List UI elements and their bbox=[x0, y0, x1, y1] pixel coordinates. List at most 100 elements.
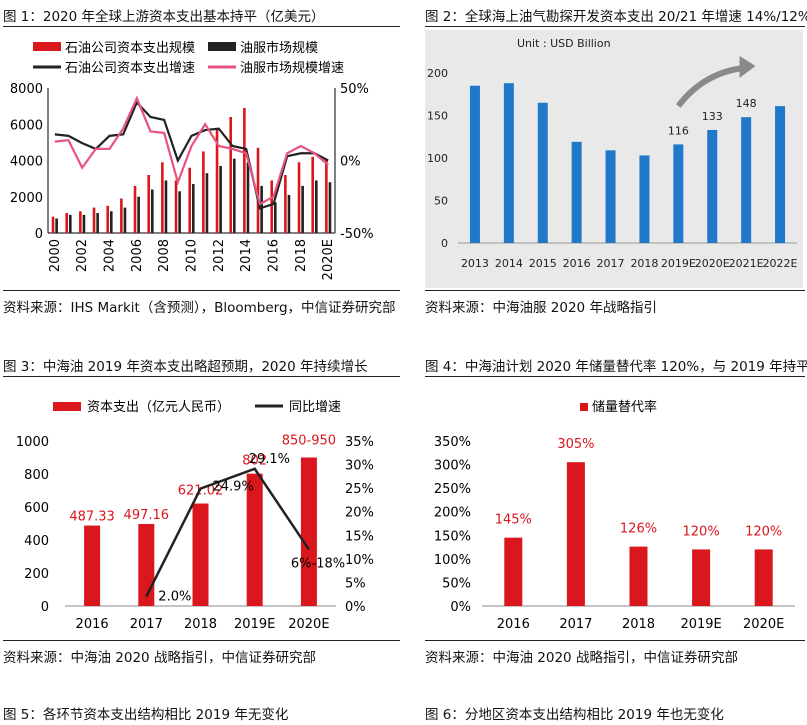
chart-4: 储量替代率 0% 50% 100% 150% 200% 250% 300% 350% 2016 14… bbox=[434, 399, 795, 632]
y-tick-label: 400 bbox=[24, 534, 49, 549]
y-tick-label: 0% bbox=[450, 600, 471, 615]
bar-oil-capex bbox=[92, 207, 96, 233]
y-tick-label: 8000 bbox=[10, 82, 43, 97]
bar-value-label: 850-950 bbox=[282, 434, 336, 449]
bar bbox=[246, 473, 263, 606]
bar-value-label: 487.33 bbox=[69, 510, 115, 525]
legend-swatch bbox=[580, 403, 588, 411]
bar bbox=[775, 106, 786, 244]
bar-oil-capex bbox=[284, 175, 287, 233]
x-tick-label: 2017 bbox=[559, 617, 592, 632]
growth-label: 29.1% bbox=[249, 452, 290, 467]
x-tick-label: 2018 bbox=[622, 617, 655, 632]
bar-oilfield-service bbox=[110, 211, 113, 233]
x-tick-label: 2019E bbox=[661, 257, 696, 270]
y-tick-label: 150% bbox=[434, 529, 471, 544]
figure-4-top-rule bbox=[425, 376, 805, 377]
y-tick-label: 100% bbox=[434, 553, 471, 568]
growth-label: 6%-18% bbox=[291, 556, 345, 571]
growth-label: 24.9% bbox=[213, 480, 254, 495]
bar-oilfield-service bbox=[192, 184, 195, 233]
bar-oil-capex bbox=[188, 167, 191, 233]
x-tick-label: 2008 bbox=[157, 239, 172, 272]
bar-oil-capex bbox=[51, 216, 55, 233]
unit-label: Unit : USD Billion bbox=[517, 37, 611, 50]
figure-1-source: 资料来源：IHS Markit（含预测），Bloomberg，中信证券研究部 bbox=[3, 300, 396, 316]
legend-label: 石油公司资本支出规模 bbox=[65, 41, 195, 56]
y-tick-label: 800 bbox=[24, 468, 49, 483]
x-tick-label: 2004 bbox=[103, 239, 118, 272]
x-tick-label: 2022E bbox=[763, 257, 798, 270]
bar-oilfield-service bbox=[137, 196, 140, 233]
bar-oil-capex bbox=[106, 205, 109, 233]
bar-oilfield-service bbox=[178, 191, 181, 233]
data-label: 148 bbox=[736, 97, 757, 110]
y-tick-label: 600 bbox=[24, 501, 49, 516]
bar bbox=[707, 129, 718, 243]
y-tick-label: 1000 bbox=[16, 435, 49, 450]
line-growth bbox=[145, 467, 310, 598]
bar-oilfield-service bbox=[219, 165, 222, 233]
bar-oil-capex bbox=[120, 198, 123, 233]
bar-oilfield-service bbox=[55, 218, 58, 233]
legend-label: 油服市场规模 bbox=[240, 40, 318, 56]
bar-oil-capex bbox=[174, 180, 178, 233]
y-tick-label: 50% bbox=[442, 576, 471, 591]
bar bbox=[673, 144, 684, 243]
y-tick-label: 200 bbox=[24, 567, 49, 582]
bar-oilfield-service bbox=[123, 207, 127, 233]
x-tick-label: 2017 bbox=[597, 257, 625, 270]
legend-label: 油服市场规模增速 bbox=[240, 60, 344, 76]
x-tick-label: 2016 bbox=[76, 617, 109, 632]
y-tick-label: 50 bbox=[434, 195, 448, 208]
x-tick-label: 2018 bbox=[184, 617, 217, 632]
bar-oil-capex bbox=[161, 162, 164, 233]
bar-oil-capex bbox=[243, 107, 246, 233]
y-right-tick-label: 30% bbox=[345, 459, 374, 474]
x-tick-label: 2019E bbox=[680, 617, 721, 632]
figure-2-top-rule bbox=[425, 26, 805, 27]
x-tick-label: 2020E bbox=[695, 257, 730, 270]
bar-oilfield-service bbox=[164, 180, 168, 233]
y-tick-label: 300% bbox=[434, 459, 471, 474]
bar-value-label: 120% bbox=[745, 524, 782, 539]
bar bbox=[754, 549, 773, 606]
bar-value-label: 126% bbox=[620, 522, 657, 537]
y-right-tick-label: 35% bbox=[345, 435, 374, 450]
figure-2-source: 资料来源：中海油服 2020 年战略指引 bbox=[425, 300, 657, 316]
chart-2: Unit : USD Billion 0 50 100 150 200 2013 2014 20… bbox=[425, 30, 803, 288]
x-tick-label: 2000 bbox=[48, 239, 63, 272]
bar-oil-capex bbox=[215, 129, 219, 233]
bar-oil-capex bbox=[133, 185, 137, 233]
figure-6: 图 6：分地区资本支出结构相比 2019 年也无变化 bbox=[425, 698, 805, 725]
figure-5: 图 5：各环节资本支出结构相比 2019 年无变化 bbox=[3, 698, 400, 725]
y-right-tick-label: 0% bbox=[345, 600, 366, 615]
y-right-tick-label: -50% bbox=[340, 227, 374, 242]
bar-oilfield-service bbox=[301, 185, 304, 233]
legend-label: 同比增速 bbox=[289, 400, 341, 415]
bar-value-label: 145% bbox=[495, 513, 532, 528]
bar bbox=[504, 537, 523, 606]
bar-oil-capex bbox=[229, 117, 232, 233]
bar-oil-capex bbox=[147, 175, 150, 233]
figure-1-title: 图 1：2020 年全球上游资本支出基本持平（亿美元） bbox=[3, 9, 325, 25]
figure-4-source: 资料来源：中海油 2020 战略指引，中信证券研究部 bbox=[425, 650, 738, 666]
legend-swatch bbox=[208, 42, 236, 51]
x-tick-label: 2020E bbox=[288, 617, 329, 632]
y-right-tick-label: 10% bbox=[345, 553, 374, 568]
bar-oil-capex bbox=[79, 211, 82, 233]
bar-oilfield-service bbox=[205, 173, 209, 233]
y-tick-label: 200% bbox=[434, 506, 471, 521]
bar-oilfield-service bbox=[96, 213, 99, 233]
bar bbox=[639, 155, 650, 243]
y-tick-label: 250% bbox=[434, 482, 471, 497]
figure-2-title: 图 2：全球海上油气勘探开发资本支出 20/21 年增速 14%/12% bbox=[425, 9, 807, 25]
y-tick-label: 350% bbox=[434, 435, 471, 450]
bar-oil-capex bbox=[311, 156, 314, 233]
figure-3-bottom-rule bbox=[3, 640, 400, 641]
bar-oil-capex bbox=[270, 180, 273, 233]
bar-oil-capex bbox=[65, 213, 68, 233]
legend-label: 资本支出（亿元人民币） bbox=[87, 400, 230, 415]
figure-4: 图 4：中海油计划 2020 年储量替代率 120%，与 2019 年持平 储量… bbox=[425, 350, 807, 670]
y-tick-label: 2000 bbox=[10, 191, 43, 206]
